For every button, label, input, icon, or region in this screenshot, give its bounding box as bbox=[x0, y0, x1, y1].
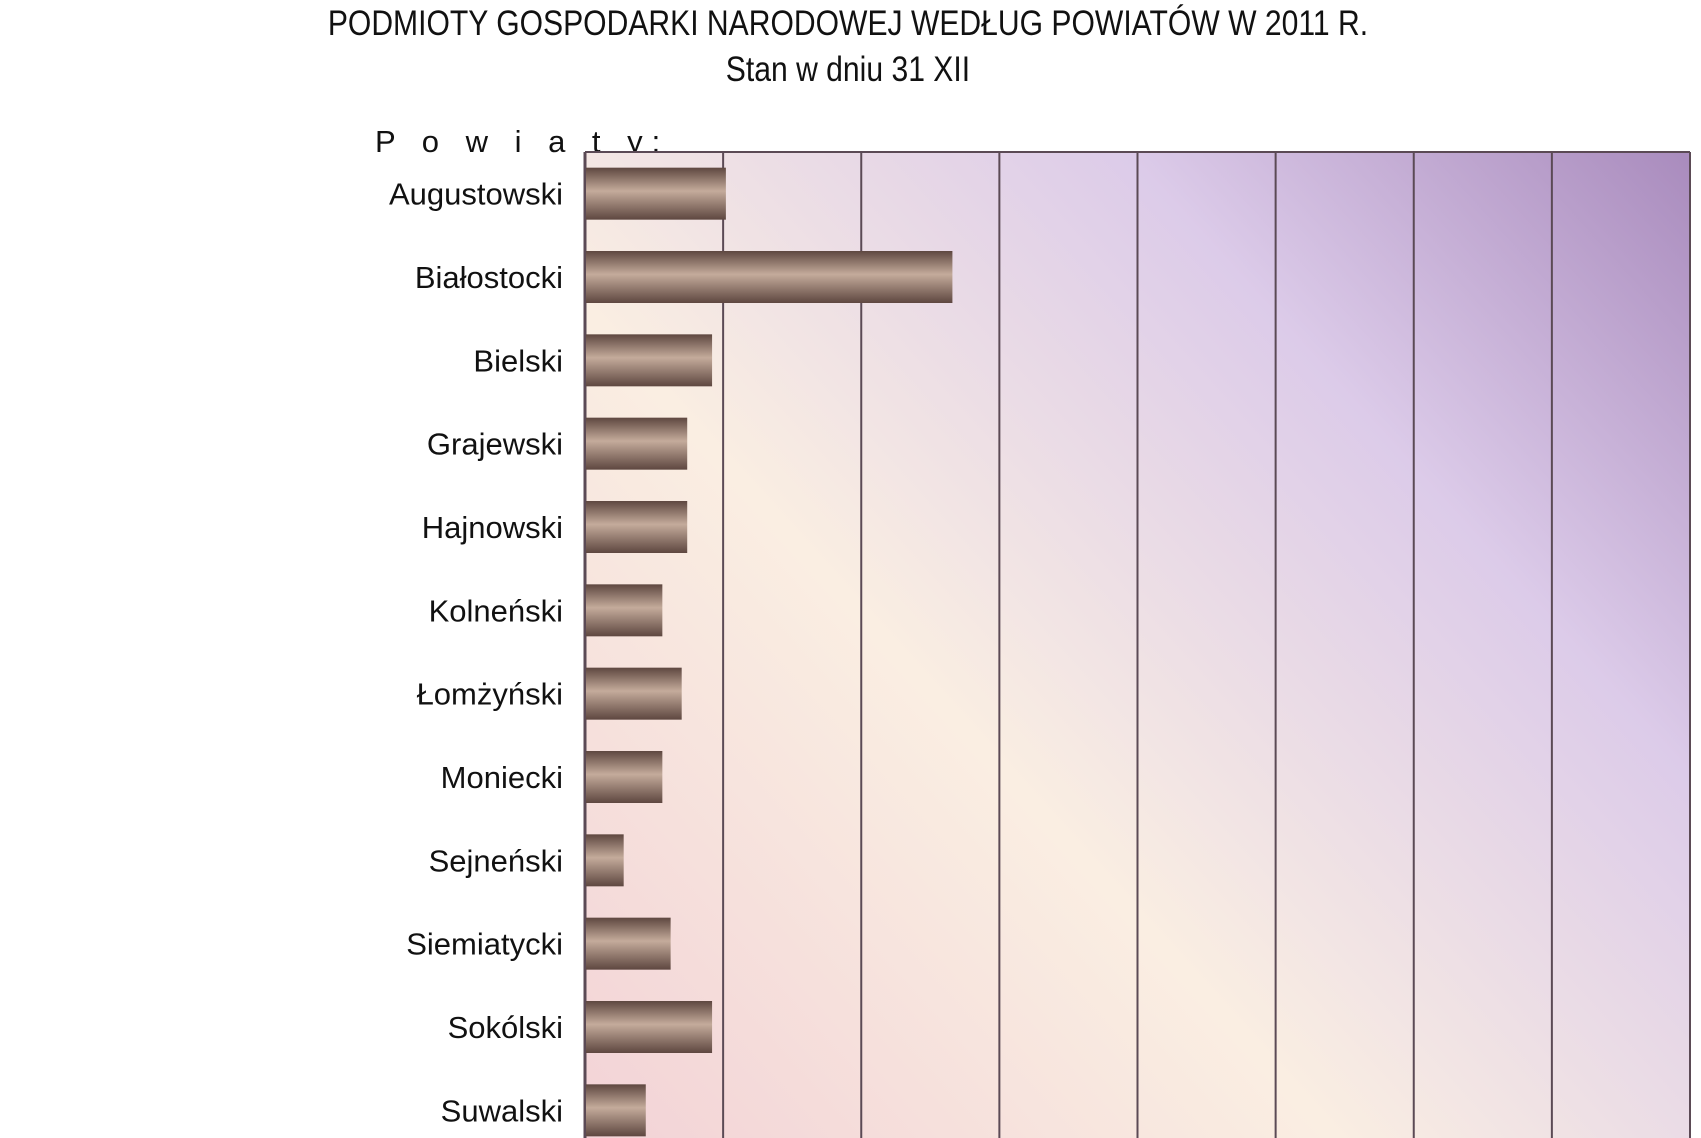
category-label: Augustowski bbox=[389, 177, 563, 212]
category-label: Hajnowski bbox=[422, 510, 563, 545]
bar bbox=[586, 751, 663, 803]
chart-title: PODMIOTY GOSPODARKI NARODOWEJ WEDŁUG POW… bbox=[327, 4, 1369, 43]
bar bbox=[586, 1084, 646, 1137]
category-label: Sokólski bbox=[448, 1010, 563, 1045]
bars bbox=[586, 167, 953, 1137]
category-label: Sejneński bbox=[429, 843, 563, 878]
category-label: Siemiatycki bbox=[406, 927, 563, 962]
bar bbox=[586, 917, 671, 970]
category-label: Białostocki bbox=[415, 260, 563, 295]
bar bbox=[586, 417, 688, 470]
category-label: Łomżyński bbox=[417, 677, 563, 712]
category-label: Suwalski bbox=[441, 1093, 563, 1128]
bar bbox=[586, 167, 726, 220]
bar bbox=[586, 834, 624, 887]
category-label: Grajewski bbox=[427, 427, 563, 462]
bar bbox=[586, 501, 688, 553]
bar bbox=[586, 667, 682, 720]
bar bbox=[586, 584, 663, 637]
category-label: Moniecki bbox=[441, 760, 563, 795]
category-label: Bielski bbox=[473, 343, 563, 378]
bar bbox=[586, 334, 713, 387]
category-labels: Augustowski Białostocki Bielski Grajewski Ha… bbox=[389, 177, 563, 1129]
bar bbox=[586, 1001, 713, 1053]
bar bbox=[586, 251, 953, 303]
chart-subtitle: Stan w dniu 31 XII bbox=[725, 50, 971, 89]
category-label: Kolneński bbox=[429, 593, 563, 628]
gridlines bbox=[583, 151, 1691, 1138]
